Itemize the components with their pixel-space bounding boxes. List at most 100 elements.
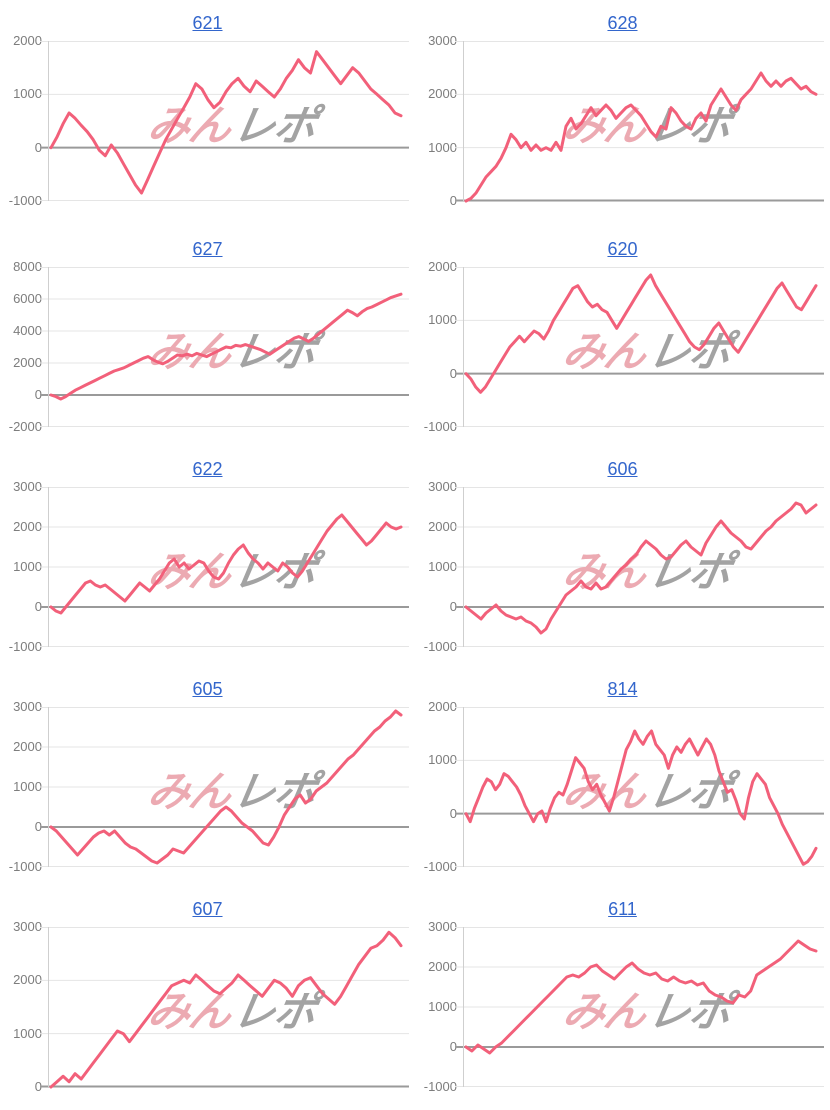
y-axis-tick-label: 2000 bbox=[428, 86, 457, 102]
data-line bbox=[49, 292, 403, 401]
grid-svg bbox=[455, 487, 824, 647]
y-axis-tick-label: 0 bbox=[449, 365, 457, 381]
chart-plot-area: 3000 2000 1000 0 みんレポ bbox=[428, 33, 824, 208]
y-axis-tick-label: 3000 bbox=[13, 699, 42, 714]
grid-svg bbox=[40, 487, 409, 647]
chart-plot-area: 3000 2000 1000 0 -1000 みんレポ bbox=[9, 479, 409, 654]
chart-plot-area: 2000 1000 0 -1000 みんレポ bbox=[424, 259, 824, 434]
chart-plot-area: 2000 1000 0 -1000 みんレポ bbox=[9, 33, 409, 208]
chart-cell: 627 8000 6000 4000 2000 0 -2000 みんレポ bbox=[0, 230, 415, 450]
y-axis-tick-label: 2000 bbox=[13, 519, 42, 534]
chart-cell: 607 3000 2000 1000 0 みんレポ bbox=[0, 890, 415, 1110]
chart-title-row: 605 bbox=[0, 678, 415, 700]
chart-title-row: 611 bbox=[415, 898, 830, 920]
y-axis-tick-label: 1000 bbox=[428, 999, 457, 1014]
chart-title-row: 620 bbox=[415, 238, 830, 260]
y-axis-tick-label: 0 bbox=[34, 599, 42, 614]
y-axis-tick-label: -1000 bbox=[423, 639, 457, 654]
chart-title-row: 621 bbox=[0, 12, 415, 34]
y-axis-tick-label: 0 bbox=[34, 387, 42, 402]
chart-plot-area: 2000 1000 0 -1000 みんレポ bbox=[424, 699, 824, 874]
y-axis-tick-label: 2000 bbox=[428, 259, 457, 274]
chart-plot-area: 3000 2000 1000 0 -1000 みんレポ bbox=[9, 699, 409, 874]
y-axis-tick-label: 2000 bbox=[13, 33, 42, 48]
y-axis-tick-label: 2000 bbox=[13, 972, 42, 988]
y-axis-tick-label: 0 bbox=[449, 193, 457, 208]
data-line bbox=[49, 709, 403, 865]
data-line bbox=[49, 930, 403, 1089]
chart-cell: 621 2000 1000 0 -1000 みんレポ bbox=[0, 0, 415, 230]
data-line bbox=[49, 513, 403, 615]
chart-title-link[interactable]: 611 bbox=[608, 899, 637, 919]
grid-svg bbox=[40, 267, 409, 427]
chart-plot-area: 3000 2000 1000 0 -1000 みんレポ bbox=[424, 479, 824, 654]
y-axis-tick-label: 8000 bbox=[13, 259, 42, 274]
y-axis-tick-label: 1000 bbox=[13, 779, 42, 794]
chart-plot-area: 3000 2000 1000 0 -1000 みんレポ bbox=[424, 919, 824, 1094]
y-axis-tick-label: 3000 bbox=[428, 33, 457, 48]
y-axis-tick-label: 3000 bbox=[428, 479, 457, 494]
chart-cell: 611 3000 2000 1000 0 -1000 みんレポ bbox=[415, 890, 830, 1110]
chart-cell: 606 3000 2000 1000 0 -1000 みんレポ bbox=[415, 450, 830, 670]
chart-plot-area: 8000 6000 4000 2000 0 -2000 みんレポ bbox=[9, 259, 409, 434]
y-axis-tick-label: 3000 bbox=[13, 479, 42, 494]
y-axis-tick-label: 2000 bbox=[13, 355, 42, 370]
y-axis-tick-label: 1000 bbox=[13, 86, 42, 102]
y-axis-tick-label: 1000 bbox=[13, 1025, 42, 1041]
chart-title-link[interactable]: 620 bbox=[607, 239, 638, 259]
y-axis-tick-label: 3000 bbox=[13, 919, 42, 934]
chart-title-link[interactable]: 628 bbox=[607, 13, 638, 33]
y-axis-tick-label: -1000 bbox=[8, 639, 42, 654]
y-axis-tick-label: 2000 bbox=[13, 739, 42, 754]
line-svg bbox=[49, 709, 403, 865]
data-line bbox=[49, 50, 403, 195]
chart-title-link[interactable]: 814 bbox=[607, 679, 638, 699]
data-line bbox=[464, 939, 818, 1055]
y-axis-tick-label: -1000 bbox=[423, 419, 457, 434]
y-axis-tick-label: -1000 bbox=[423, 1079, 457, 1094]
data-line bbox=[464, 273, 818, 394]
chart-title-row: 606 bbox=[415, 458, 830, 480]
line-svg bbox=[49, 292, 403, 401]
line-svg bbox=[464, 501, 818, 635]
chart-title-link[interactable]: 622 bbox=[192, 459, 223, 479]
y-axis-tick-label: 0 bbox=[34, 139, 42, 155]
y-axis-tick-label: -1000 bbox=[8, 859, 42, 874]
chart-title-link[interactable]: 607 bbox=[192, 899, 223, 919]
chart-title-row: 628 bbox=[415, 12, 830, 34]
y-axis-tick-label: 1000 bbox=[428, 559, 457, 574]
line-svg bbox=[464, 71, 818, 203]
y-axis-tick-label: 0 bbox=[449, 805, 457, 821]
chart-title-row: 607 bbox=[0, 898, 415, 920]
line-svg bbox=[464, 939, 818, 1055]
y-axis-tick-label: 4000 bbox=[13, 323, 42, 338]
y-axis-tick-label: 1000 bbox=[428, 312, 457, 328]
chart-title-row: 622 bbox=[0, 458, 415, 480]
y-axis-tick-label: 1000 bbox=[428, 752, 457, 768]
y-axis-tick-label: -1000 bbox=[423, 859, 457, 874]
chart-title-link[interactable]: 621 bbox=[192, 13, 223, 33]
chart-title-link[interactable]: 605 bbox=[192, 679, 223, 699]
y-axis-tick-label: 0 bbox=[34, 819, 42, 834]
y-axis-tick-label: 3000 bbox=[428, 919, 457, 934]
grid-svg bbox=[40, 707, 409, 867]
chart-title-link[interactable]: 606 bbox=[607, 459, 638, 479]
line-svg bbox=[464, 729, 818, 866]
chart-cell: 814 2000 1000 0 -1000 みんレポ bbox=[415, 670, 830, 890]
y-axis-tick-label: 0 bbox=[34, 1079, 42, 1094]
grid-svg bbox=[455, 707, 824, 867]
chart-cell: 605 3000 2000 1000 0 -1000 みんレポ bbox=[0, 670, 415, 890]
data-line bbox=[464, 71, 818, 203]
chart-title-link[interactable]: 627 bbox=[192, 239, 223, 259]
y-axis-tick-label: -2000 bbox=[8, 419, 42, 434]
y-axis-tick-label: 1000 bbox=[428, 139, 457, 155]
chart-cell: 620 2000 1000 0 -1000 みんレポ bbox=[415, 230, 830, 450]
y-axis-tick-label: 0 bbox=[449, 599, 457, 614]
line-svg bbox=[49, 930, 403, 1089]
line-svg bbox=[464, 273, 818, 394]
y-axis-tick-label: 0 bbox=[449, 1039, 457, 1054]
grid-svg bbox=[455, 41, 824, 202]
line-svg bbox=[49, 50, 403, 195]
